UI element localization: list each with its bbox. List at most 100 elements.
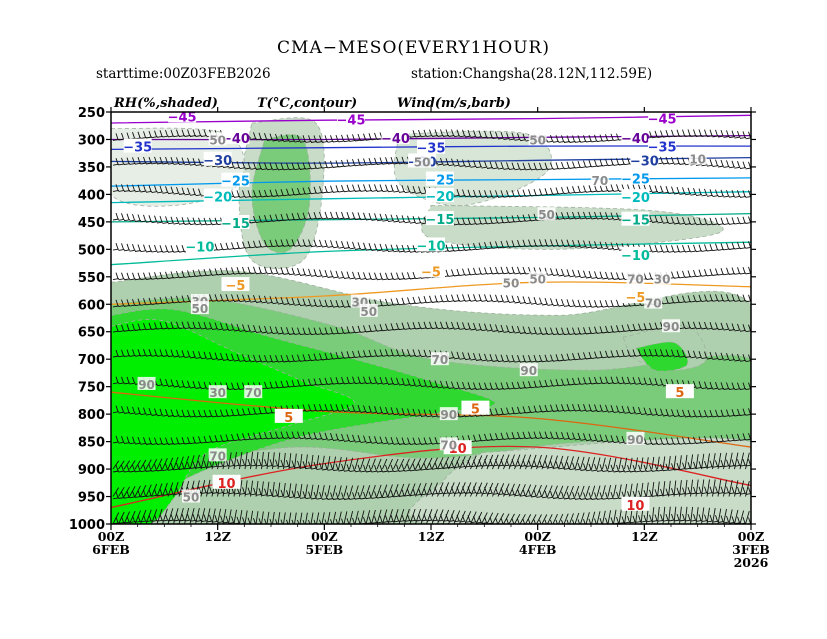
wind-barb-row	[112, 239, 751, 253]
rh-label-bg	[190, 301, 209, 315]
y-tick-label: 250	[78, 106, 105, 121]
rh-band	[251, 134, 311, 254]
isotherm-label: −15	[425, 213, 454, 228]
y-tick-label: 450	[78, 216, 105, 231]
rh-label-bg	[137, 376, 156, 390]
rh-label-bg	[519, 363, 538, 377]
isotherm-m40	[111, 134, 751, 141]
rh-label-bg	[430, 352, 449, 366]
isotherm-label-bg	[203, 151, 232, 166]
y-tick-label: 750	[78, 381, 105, 396]
rh-label-bg	[528, 271, 547, 285]
x-tick-label: 12Z	[631, 529, 658, 544]
rh-label: 90	[520, 364, 537, 378]
rh-band	[111, 319, 355, 524]
isotherm-label: 5	[471, 403, 480, 418]
y-tick-label: 300	[78, 133, 105, 148]
rh-label: 70	[209, 449, 226, 463]
y-tick-label: 350	[78, 161, 105, 176]
wind-barbs	[112, 349, 751, 363]
isotherm-label: −5	[625, 291, 645, 306]
y-axis: 2503003504004505005506006507007508008509…	[69, 106, 756, 533]
isotherm-label: −40	[621, 132, 650, 147]
wind-barbs	[112, 321, 751, 336]
rh-label-bg	[208, 448, 227, 462]
rh-label-bg	[528, 132, 547, 146]
rh-label-bg	[182, 489, 200, 503]
isotherm-label: −10	[417, 239, 446, 254]
isotherm-label-bg	[425, 171, 454, 186]
rh-label: 70	[627, 272, 644, 286]
isotherm-label: −30	[630, 154, 659, 169]
rh-label: 50	[209, 133, 226, 147]
wind-barbs	[112, 129, 751, 524]
isotherm-label-bg	[123, 138, 152, 153]
temperature-field-label: T(°C,contour)	[257, 96, 357, 111]
rh-label-bg	[653, 271, 672, 285]
wind-barb-row	[112, 479, 751, 500]
isotherm-label: −20	[425, 190, 454, 205]
rh-label: 50	[183, 491, 200, 505]
rh-label-bg	[662, 319, 680, 333]
isotherm-label: −45	[648, 113, 677, 128]
wind-barbs	[112, 403, 751, 418]
wind-barb-row	[112, 321, 751, 336]
rh-label-bg	[413, 154, 432, 168]
isotherm-label: −35	[123, 141, 152, 156]
y-tick-label: 850	[78, 436, 105, 451]
x-tick-label: 2026	[734, 555, 769, 570]
isotherm-label-bg	[621, 170, 650, 185]
rh-label: 30	[654, 272, 671, 286]
rh-label: 50	[414, 155, 431, 169]
x-tick-label: 4FEB	[519, 542, 557, 557]
rh-label: 90	[138, 378, 155, 392]
rh-label-bg	[626, 431, 645, 445]
wind-barbs	[112, 479, 751, 500]
station-label: station:Changsha(28.12N,112.59E)	[411, 66, 653, 82]
rh-label-bg	[502, 275, 520, 289]
isotherm-label-bg	[630, 152, 659, 167]
x-tick-label: 6FEB	[92, 542, 130, 557]
rh-label: 10	[689, 153, 706, 167]
rh-label-bg	[644, 295, 663, 309]
x-tick-label: 3FEB	[732, 542, 770, 557]
x-tick-label: 5FEB	[305, 542, 343, 557]
start-time-label: starttime:00Z03FEB2026	[96, 66, 271, 82]
rh-label-bg	[244, 385, 263, 399]
isotherm-label: −25	[221, 175, 250, 190]
isotherm-label-bg	[621, 289, 650, 304]
isotherm-label-bg	[203, 188, 232, 203]
rh-band	[635, 341, 689, 372]
isotherm-label: −40	[221, 132, 250, 147]
wind-field-label: Wind(m/s,barb)	[397, 96, 511, 111]
wind-barbs	[112, 239, 751, 253]
chart-title: CMA−MESO(EVERY1HOUR)	[277, 38, 550, 58]
y-tick-label: 550	[78, 271, 105, 286]
rh-label-bg	[626, 271, 645, 285]
isotherm-label-bg	[621, 189, 650, 204]
isotherm-label: −35	[648, 141, 677, 156]
isotherm-label: 10	[218, 477, 236, 492]
rh-label: 50	[529, 133, 546, 147]
isotherm-label-bg	[461, 400, 490, 415]
y-tick-label: 1000	[69, 518, 105, 533]
isotherm-label-bg	[648, 138, 677, 153]
isotherm-label-bg	[417, 139, 445, 154]
isotherm-label-bg	[221, 277, 250, 292]
isotherm-label-bg	[221, 214, 250, 229]
rh-label: 70	[245, 386, 262, 400]
rh-shading	[111, 117, 751, 524]
isotherm-label-bg	[621, 129, 650, 144]
rh-label: 70	[592, 174, 609, 188]
wind-barb-row	[112, 451, 751, 473]
x-tick-label: 00Z	[524, 529, 551, 544]
rh-label: 50	[503, 276, 520, 290]
isotherm-label-bg	[337, 111, 365, 126]
isotherm-label: −5	[421, 265, 441, 280]
contour-labels: −45−45−45−40−40−40−35−35−35−30−30−30−25−…	[123, 108, 707, 514]
isotherm-label-bg	[417, 263, 445, 278]
rh-label-bg	[439, 407, 458, 421]
rh-label-bg	[590, 173, 609, 187]
wind-barbs	[112, 156, 751, 171]
